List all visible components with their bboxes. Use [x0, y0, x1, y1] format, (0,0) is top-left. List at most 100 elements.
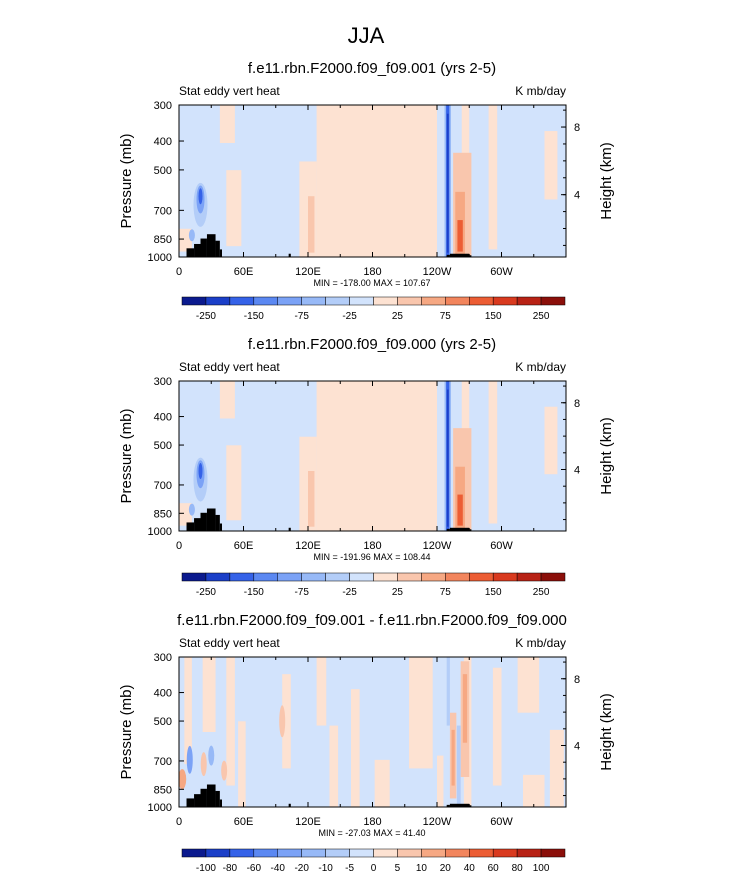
colorbar-box [516, 296, 542, 306]
colorbar-label: 0 [371, 863, 377, 874]
field [179, 657, 566, 807]
colorbar-label: -10 [318, 863, 333, 874]
colorbar-box [229, 572, 255, 582]
colorbar-box [181, 572, 207, 582]
colorbar-box [253, 572, 278, 582]
colorbar-box [492, 848, 518, 858]
colorbar-label: 250 [533, 311, 550, 322]
colorbar-box [277, 296, 302, 306]
y-tick-label: 400 [154, 412, 172, 424]
colorbar-box [397, 572, 422, 582]
stats-label: MIN = -178.00 MAX = 107.67 [313, 278, 430, 288]
topography-mask [194, 518, 201, 531]
colorbar-box [349, 848, 374, 858]
contour-positive-streak [238, 721, 246, 807]
colorbar-box [301, 296, 326, 306]
x-tick-label: 60E [234, 540, 254, 552]
topography-mask [194, 243, 201, 257]
colorbar-label: -250 [196, 311, 216, 322]
colorbar-box [421, 848, 446, 858]
y-tick-label: 500 [154, 716, 172, 728]
colorbar-box [205, 848, 231, 858]
colorbar-label: -80 [223, 863, 238, 874]
colorbar-box [181, 848, 207, 858]
colorbar-label: 250 [533, 587, 550, 598]
x-tick-label: 120E [295, 816, 321, 828]
contour-positive-streak [226, 445, 242, 521]
colorbar-box [253, 848, 278, 858]
contour-negative-column [446, 389, 449, 527]
contour-positive-column [457, 494, 463, 526]
topography-mask [446, 804, 450, 807]
contour-positive-streak [409, 657, 433, 769]
y-axis-title: Pressure (mb) [118, 684, 135, 779]
contour-negative-cell [186, 745, 193, 774]
colorbar-label: 75 [440, 311, 452, 322]
topography-mask [449, 527, 470, 531]
x-tick-label: 180 [363, 266, 381, 278]
right-axis-title: Height (km) [598, 693, 615, 771]
colorbar-box [349, 572, 374, 582]
contour-positive-streak [282, 674, 291, 769]
y-tick-label: 700 [154, 480, 172, 492]
colorbar-box [397, 848, 422, 858]
panel-title: f.e11.rbn.F2000.f09_f09.001 (yrs 2-5) [248, 60, 496, 77]
colorbar-label: 150 [485, 587, 502, 598]
contour-positive-cell [221, 760, 228, 781]
colorbar-box [516, 572, 542, 582]
colorbar-box [301, 848, 326, 858]
colorbar-box [229, 296, 255, 306]
contour-positive-streak [179, 228, 192, 252]
colorbar-box [205, 296, 231, 306]
y-tick-label: 400 [154, 688, 172, 700]
colorbar-box [469, 848, 494, 858]
stats-label: MIN = -27.03 MAX = 41.40 [318, 828, 425, 838]
contour-positive-cell [200, 752, 207, 777]
panel-units: K mb/day [515, 636, 566, 650]
contour-positive-region [340, 381, 437, 509]
contour-positive-streak [219, 105, 235, 143]
colorbar-box [229, 848, 255, 858]
contour-negative-column [446, 113, 449, 253]
colorbar-box [325, 296, 350, 306]
colorbar-box [373, 296, 398, 306]
colorbar-box [205, 572, 231, 582]
panel-units: K mb/day [515, 360, 566, 374]
colorbar-box [469, 572, 494, 582]
contour-positive-streak [492, 667, 502, 786]
contour-negative-column [456, 725, 461, 807]
x-tick-label: 0 [176, 816, 182, 828]
colorbar-label: 80 [512, 863, 524, 874]
colorbar-box [445, 848, 470, 858]
topography-mask [215, 790, 220, 807]
field [179, 105, 566, 257]
colorbar-label: -100 [196, 863, 216, 874]
contour-positive-streak [488, 381, 498, 524]
contour-negative-cell [198, 463, 203, 479]
y-tick-label: 500 [154, 440, 172, 452]
topography-mask [449, 253, 470, 257]
x-tick-label: 60W [490, 540, 513, 552]
contour-positive-streak [184, 657, 192, 765]
colorbar-box [325, 572, 350, 582]
right-tick-label: 4 [574, 741, 580, 753]
contour-negative-column [446, 657, 450, 726]
topography-mask [288, 253, 291, 257]
colorbar-label: 10 [416, 863, 428, 874]
topography-mask [219, 799, 222, 807]
colorbar-box [301, 572, 326, 582]
colorbar-box [540, 572, 566, 582]
x-tick-label: 0 [176, 266, 182, 278]
right-axis-title: Height (km) [598, 417, 615, 495]
contour-positive-streak [316, 657, 327, 726]
right-tick-label: 8 [574, 398, 580, 410]
colorbar-box [325, 848, 350, 858]
colorbar-label: 20 [440, 863, 452, 874]
contour-positive-streak [351, 689, 360, 807]
contour-positive-streak [226, 657, 235, 786]
colorbar-box [277, 572, 302, 582]
y-axis-title: Pressure (mb) [118, 408, 135, 503]
contour-positive-region [340, 105, 437, 235]
topography-mask [288, 527, 291, 531]
colorbar-label: -150 [244, 311, 264, 322]
